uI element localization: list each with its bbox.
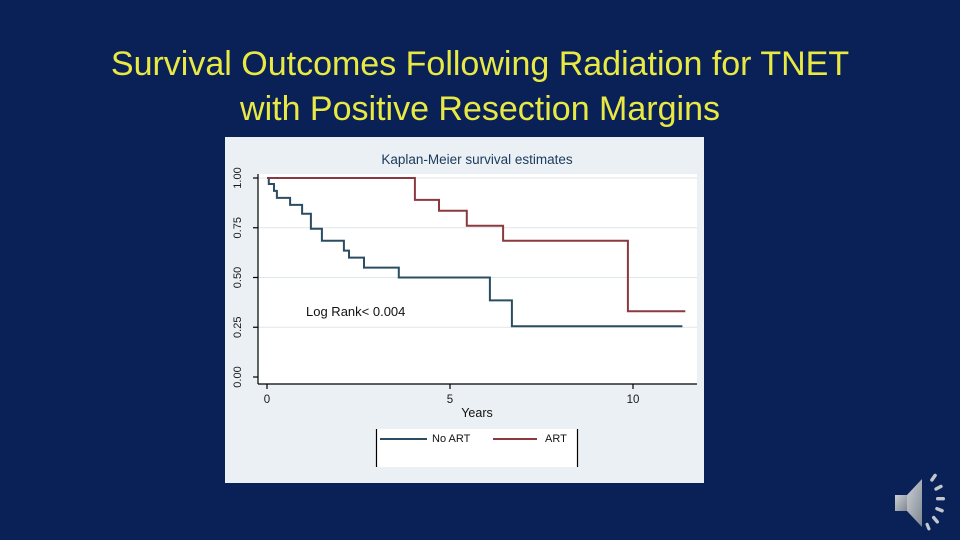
x-tick-label: 0	[264, 394, 270, 406]
km-chart: 0.00 0.25 0.50 0.75 1.00 0 5 10 Kaplan-Meier su…	[232, 152, 697, 467]
x-axis-label: Years	[461, 406, 493, 420]
chart-title: Kaplan-Meier survival estimates	[381, 152, 573, 167]
legend-label: ART	[545, 433, 567, 445]
speaker-body	[895, 479, 922, 527]
km-curves	[267, 177, 686, 328]
y-tick-label: 0.00	[232, 366, 244, 387]
legend-background	[376, 429, 578, 467]
km-curve-noart	[267, 177, 683, 328]
title-line-1: Survival Outcomes Following Radiation fo…	[110, 45, 850, 83]
legend-box: No ART ART	[375, 429, 579, 467]
y-tick-label: 1.00	[232, 167, 244, 188]
y-tick-label: 0.50	[232, 267, 244, 288]
x-tick-label: 5	[447, 394, 453, 406]
chart-panel: 0.00 0.25 0.50 0.75 1.00 0 5 10 Kaplan-Meier su…	[225, 137, 704, 483]
plot-area	[258, 174, 697, 384]
legend-label: No ART	[432, 433, 471, 445]
title-line-2: with Positive Resection Margins	[240, 90, 720, 128]
y-tick-label: 0.25	[232, 317, 244, 338]
speaker-icon[interactable]	[888, 470, 950, 532]
sound-waves	[925, 473, 945, 531]
km-curve-art	[267, 177, 686, 313]
y-tick-label: 0.75	[232, 217, 244, 238]
log-rank-annotation: Log Rank< 0.004	[306, 304, 405, 319]
axis-ticks-and-labels: 0.00 0.25 0.50 0.75 1.00 0 5 10	[232, 167, 639, 406]
page-title: Survival Outcomes Following Radiation fo…	[0, 42, 960, 132]
x-tick-label: 10	[627, 394, 640, 406]
